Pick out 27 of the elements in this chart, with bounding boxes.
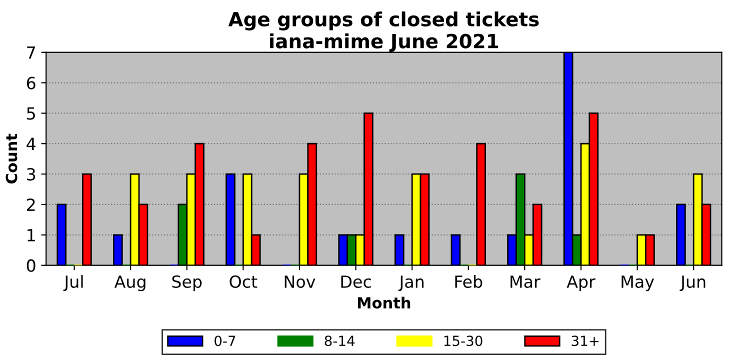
y-tick-label: 1 [28,229,35,242]
x-tick-label: Nov [284,276,316,288]
legend-label: 0-7 [214,336,236,346]
legend-label: 8-14 [324,336,355,346]
y-tick-label: 4 [26,138,36,150]
x-tick-label: Oct [230,275,258,288]
y-tick-label: 0 [26,259,36,272]
y-axis-title: Count [6,134,18,184]
y-tick-label: 7 [27,46,35,59]
y-tick-label: 3 [27,168,36,181]
x-tick-label: Mar [510,276,540,288]
legend-label: 31+ [572,336,599,346]
chart-title: Age groups of closed tickets iana-mime June 2021 [228,11,539,52]
x-tick-label: Aug [114,276,146,292]
x-tick-label: Jan [398,276,424,292]
x-tick-label: Jul [63,275,83,292]
y-tick-label: 6 [26,76,36,90]
x-tick-label: May [622,276,654,292]
x-tick-label: Dec [341,276,371,288]
y-tick-label: 2 [27,198,35,211]
x-tick-label: Sep [172,275,202,292]
x-tick-label: Apr [566,276,596,292]
x-tick-label: Jun [680,276,706,292]
y-tick-label: 5 [27,107,35,120]
x-axis-title: Month [358,296,410,309]
legend-label: 15-30 [444,336,482,346]
x-tick-label: Feb [455,275,482,288]
